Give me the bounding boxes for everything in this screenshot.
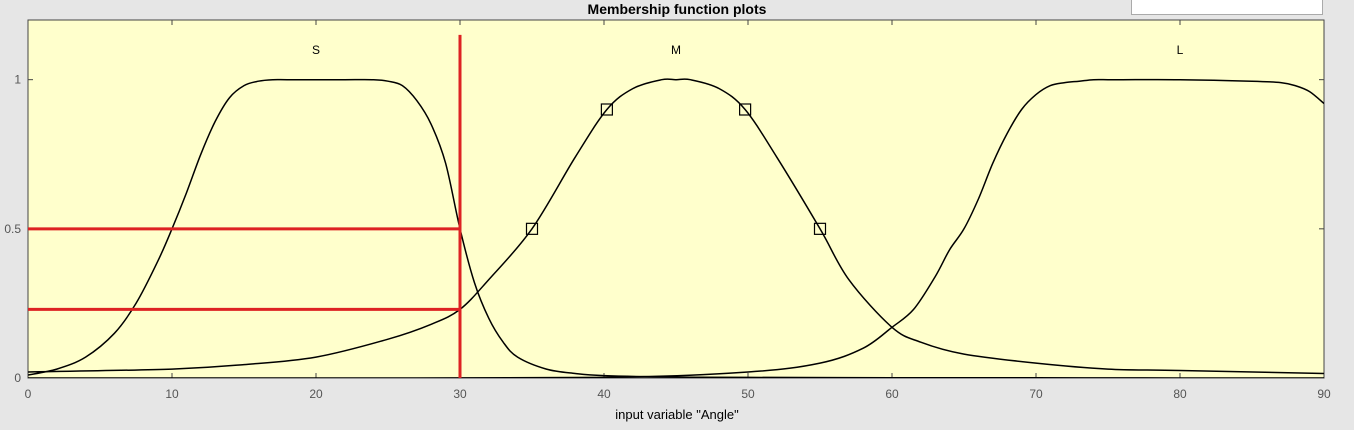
mf-label-s: S: [312, 43, 320, 57]
plot-area: [27, 19, 1325, 379]
y-tick-label: 0.5: [4, 222, 21, 236]
mf-vertex-marker[interactable]: [739, 103, 752, 116]
x-tick-label: 70: [1029, 387, 1043, 401]
y-tick-label: 0: [14, 371, 21, 385]
mf-vertex-marker[interactable]: [600, 103, 613, 116]
mf-label-m: M: [671, 43, 681, 57]
x-tick-label: 10: [165, 387, 179, 401]
x-tick-label: 90: [1317, 387, 1331, 401]
x-tick-label: 50: [741, 387, 755, 401]
membership-curve-m[interactable]: [28, 78, 1324, 375]
x-tick-label: 20: [309, 387, 323, 401]
x-tick-label: 30: [453, 387, 467, 401]
mf-label-l: L: [1177, 43, 1184, 57]
x-tick-label: 60: [885, 387, 899, 401]
x-tick-label: 80: [1173, 387, 1187, 401]
chart-title: Membership function plots: [587, 1, 767, 17]
x-axis-label: input variable "Angle": [615, 407, 739, 422]
x-tick-label: 40: [597, 387, 611, 401]
mf-vertex-marker[interactable]: [525, 222, 539, 235]
x-tick-label: 0: [25, 387, 32, 401]
y-tick-label: 1: [14, 73, 21, 87]
membership-curve-l[interactable]: [28, 78, 1324, 378]
membership-curve-s[interactable]: [28, 78, 1324, 378]
top-right-input-field[interactable]: [1131, 0, 1323, 15]
mf-vertex-marker[interactable]: [813, 222, 827, 235]
